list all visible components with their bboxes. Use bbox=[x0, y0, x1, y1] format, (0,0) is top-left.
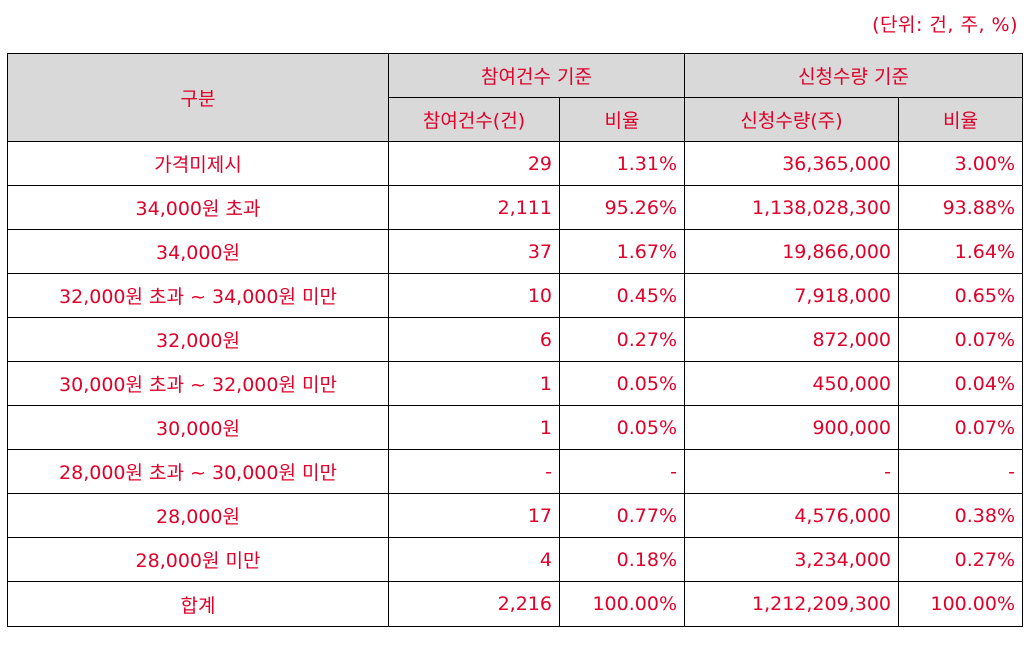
row-count-ratio: 0.18% bbox=[558, 537, 686, 582]
unit-note: (단위: 건, 주, %) bbox=[872, 14, 1018, 36]
row-count: 2,111 bbox=[388, 185, 560, 230]
row-category: 가격미제시 bbox=[7, 141, 389, 186]
header-group-count: 참여건수 기준 bbox=[387, 53, 686, 98]
row-count: 4 bbox=[388, 537, 560, 582]
header-quantity-ratio: 비율 bbox=[898, 97, 1024, 142]
header-category: 구분 bbox=[7, 53, 389, 142]
row-count: 10 bbox=[388, 273, 560, 318]
row-quantity-ratio: 0.04% bbox=[898, 361, 1024, 406]
row-count: 17 bbox=[388, 493, 560, 538]
total-category: 합계 bbox=[7, 581, 389, 627]
row-category: 32,000원 초과 ~ 34,000원 미만 bbox=[7, 273, 389, 318]
header-count: 참여건수(건) bbox=[388, 97, 560, 142]
row-category: 34,000원 bbox=[7, 229, 389, 274]
table-row: 34,000원 초과 2,111 95.26% 1,138,028,300 93… bbox=[7, 185, 1024, 230]
row-quantity-ratio: 0.38% bbox=[898, 493, 1024, 538]
table-row: 34,000원 37 1.67% 19,866,000 1.64% bbox=[7, 229, 1024, 274]
row-count: 29 bbox=[388, 141, 560, 186]
row-quantity: 872,000 bbox=[684, 317, 900, 362]
header-row-sub: 참여건수(건) 비율 신청수량(주) 비율 bbox=[8, 97, 1024, 142]
row-count-ratio: 0.05% bbox=[558, 361, 686, 406]
row-category: 30,000원 bbox=[7, 405, 389, 450]
table-row: 30,000원 초과 ~ 32,000원 미만 1 0.05% 450,000 … bbox=[7, 361, 1024, 406]
row-quantity-ratio: 3.00% bbox=[898, 141, 1024, 186]
table-row: 가격미제시 29 1.31% 36,365,000 3.00% bbox=[7, 141, 1024, 186]
row-quantity-ratio: 0.65% bbox=[898, 273, 1024, 318]
header-row-group: 구분 참여건수 기준 신청수량 기준 bbox=[7, 53, 1024, 142]
row-quantity: 3,234,000 bbox=[684, 537, 900, 582]
table-row: 32,000원 초과 ~ 34,000원 미만 10 0.45% 7,918,0… bbox=[7, 273, 1024, 318]
row-category: 32,000원 bbox=[7, 317, 389, 362]
row-count: 6 bbox=[388, 317, 560, 362]
row-quantity-ratio: 0.07% bbox=[898, 405, 1024, 450]
row-quantity: 450,000 bbox=[684, 361, 900, 406]
total-quantity: 1,212,209,300 bbox=[684, 581, 900, 627]
row-count: 1 bbox=[388, 361, 560, 406]
row-quantity: 36,365,000 bbox=[684, 141, 900, 186]
row-category: 34,000원 초과 bbox=[7, 185, 389, 230]
table-row: 30,000원 1 0.05% 900,000 0.07% bbox=[7, 405, 1024, 450]
row-count-ratio: 0.45% bbox=[558, 273, 686, 318]
row-quantity-ratio: 93.88% bbox=[898, 185, 1024, 230]
row-count: 1 bbox=[388, 405, 560, 450]
row-quantity: - bbox=[684, 449, 900, 494]
row-count-ratio: 1.67% bbox=[558, 229, 686, 274]
row-quantity: 1,138,028,300 bbox=[684, 185, 900, 230]
row-count-ratio: 0.77% bbox=[558, 493, 686, 538]
row-quantity: 4,576,000 bbox=[684, 493, 900, 538]
row-quantity-ratio: 1.64% bbox=[898, 229, 1024, 274]
row-quantity-ratio: - bbox=[898, 449, 1024, 494]
row-count-ratio: 1.31% bbox=[558, 141, 686, 186]
row-category: 28,000원 미만 bbox=[7, 537, 389, 582]
total-count-ratio: 100.00% bbox=[558, 581, 686, 627]
header-count-ratio: 비율 bbox=[558, 97, 686, 142]
table-row: 28,000원 17 0.77% 4,576,000 0.38% bbox=[7, 493, 1024, 538]
row-count-ratio: 95.26% bbox=[558, 185, 686, 230]
row-count: - bbox=[388, 449, 560, 494]
total-count: 2,216 bbox=[388, 581, 560, 627]
row-count-ratio: - bbox=[558, 449, 686, 494]
row-category: 28,000원 초과 ~ 30,000원 미만 bbox=[7, 449, 389, 494]
row-quantity-ratio: 0.27% bbox=[898, 537, 1024, 582]
row-count-ratio: 0.05% bbox=[558, 405, 686, 450]
header-group-quantity: 신청수량 기준 bbox=[684, 53, 1024, 98]
table-row: 28,000원 미만 4 0.18% 3,234,000 0.27% bbox=[7, 537, 1024, 582]
total-quantity-ratio: 100.00% bbox=[898, 581, 1024, 627]
row-category: 28,000원 bbox=[7, 493, 389, 538]
table-row: 32,000원 6 0.27% 872,000 0.07% bbox=[7, 317, 1024, 362]
row-category: 30,000원 초과 ~ 32,000원 미만 bbox=[7, 361, 389, 406]
row-count: 37 bbox=[388, 229, 560, 274]
table-row: 28,000원 초과 ~ 30,000원 미만 - - - - bbox=[7, 449, 1024, 494]
header-quantity: 신청수량(주) bbox=[684, 97, 900, 142]
total-row: 합계 2,216 100.00% 1,212,209,300 100.00% bbox=[7, 581, 1024, 627]
row-quantity-ratio: 0.07% bbox=[898, 317, 1024, 362]
demand-forecast-table: 구분 참여건수 기준 신청수량 기준 참여건수(건) 비율 신청수량(주) 비율… bbox=[7, 53, 1024, 627]
row-quantity: 19,866,000 bbox=[684, 229, 900, 274]
row-quantity: 7,918,000 bbox=[684, 273, 900, 318]
row-count-ratio: 0.27% bbox=[558, 317, 686, 362]
row-quantity: 900,000 bbox=[684, 405, 900, 450]
